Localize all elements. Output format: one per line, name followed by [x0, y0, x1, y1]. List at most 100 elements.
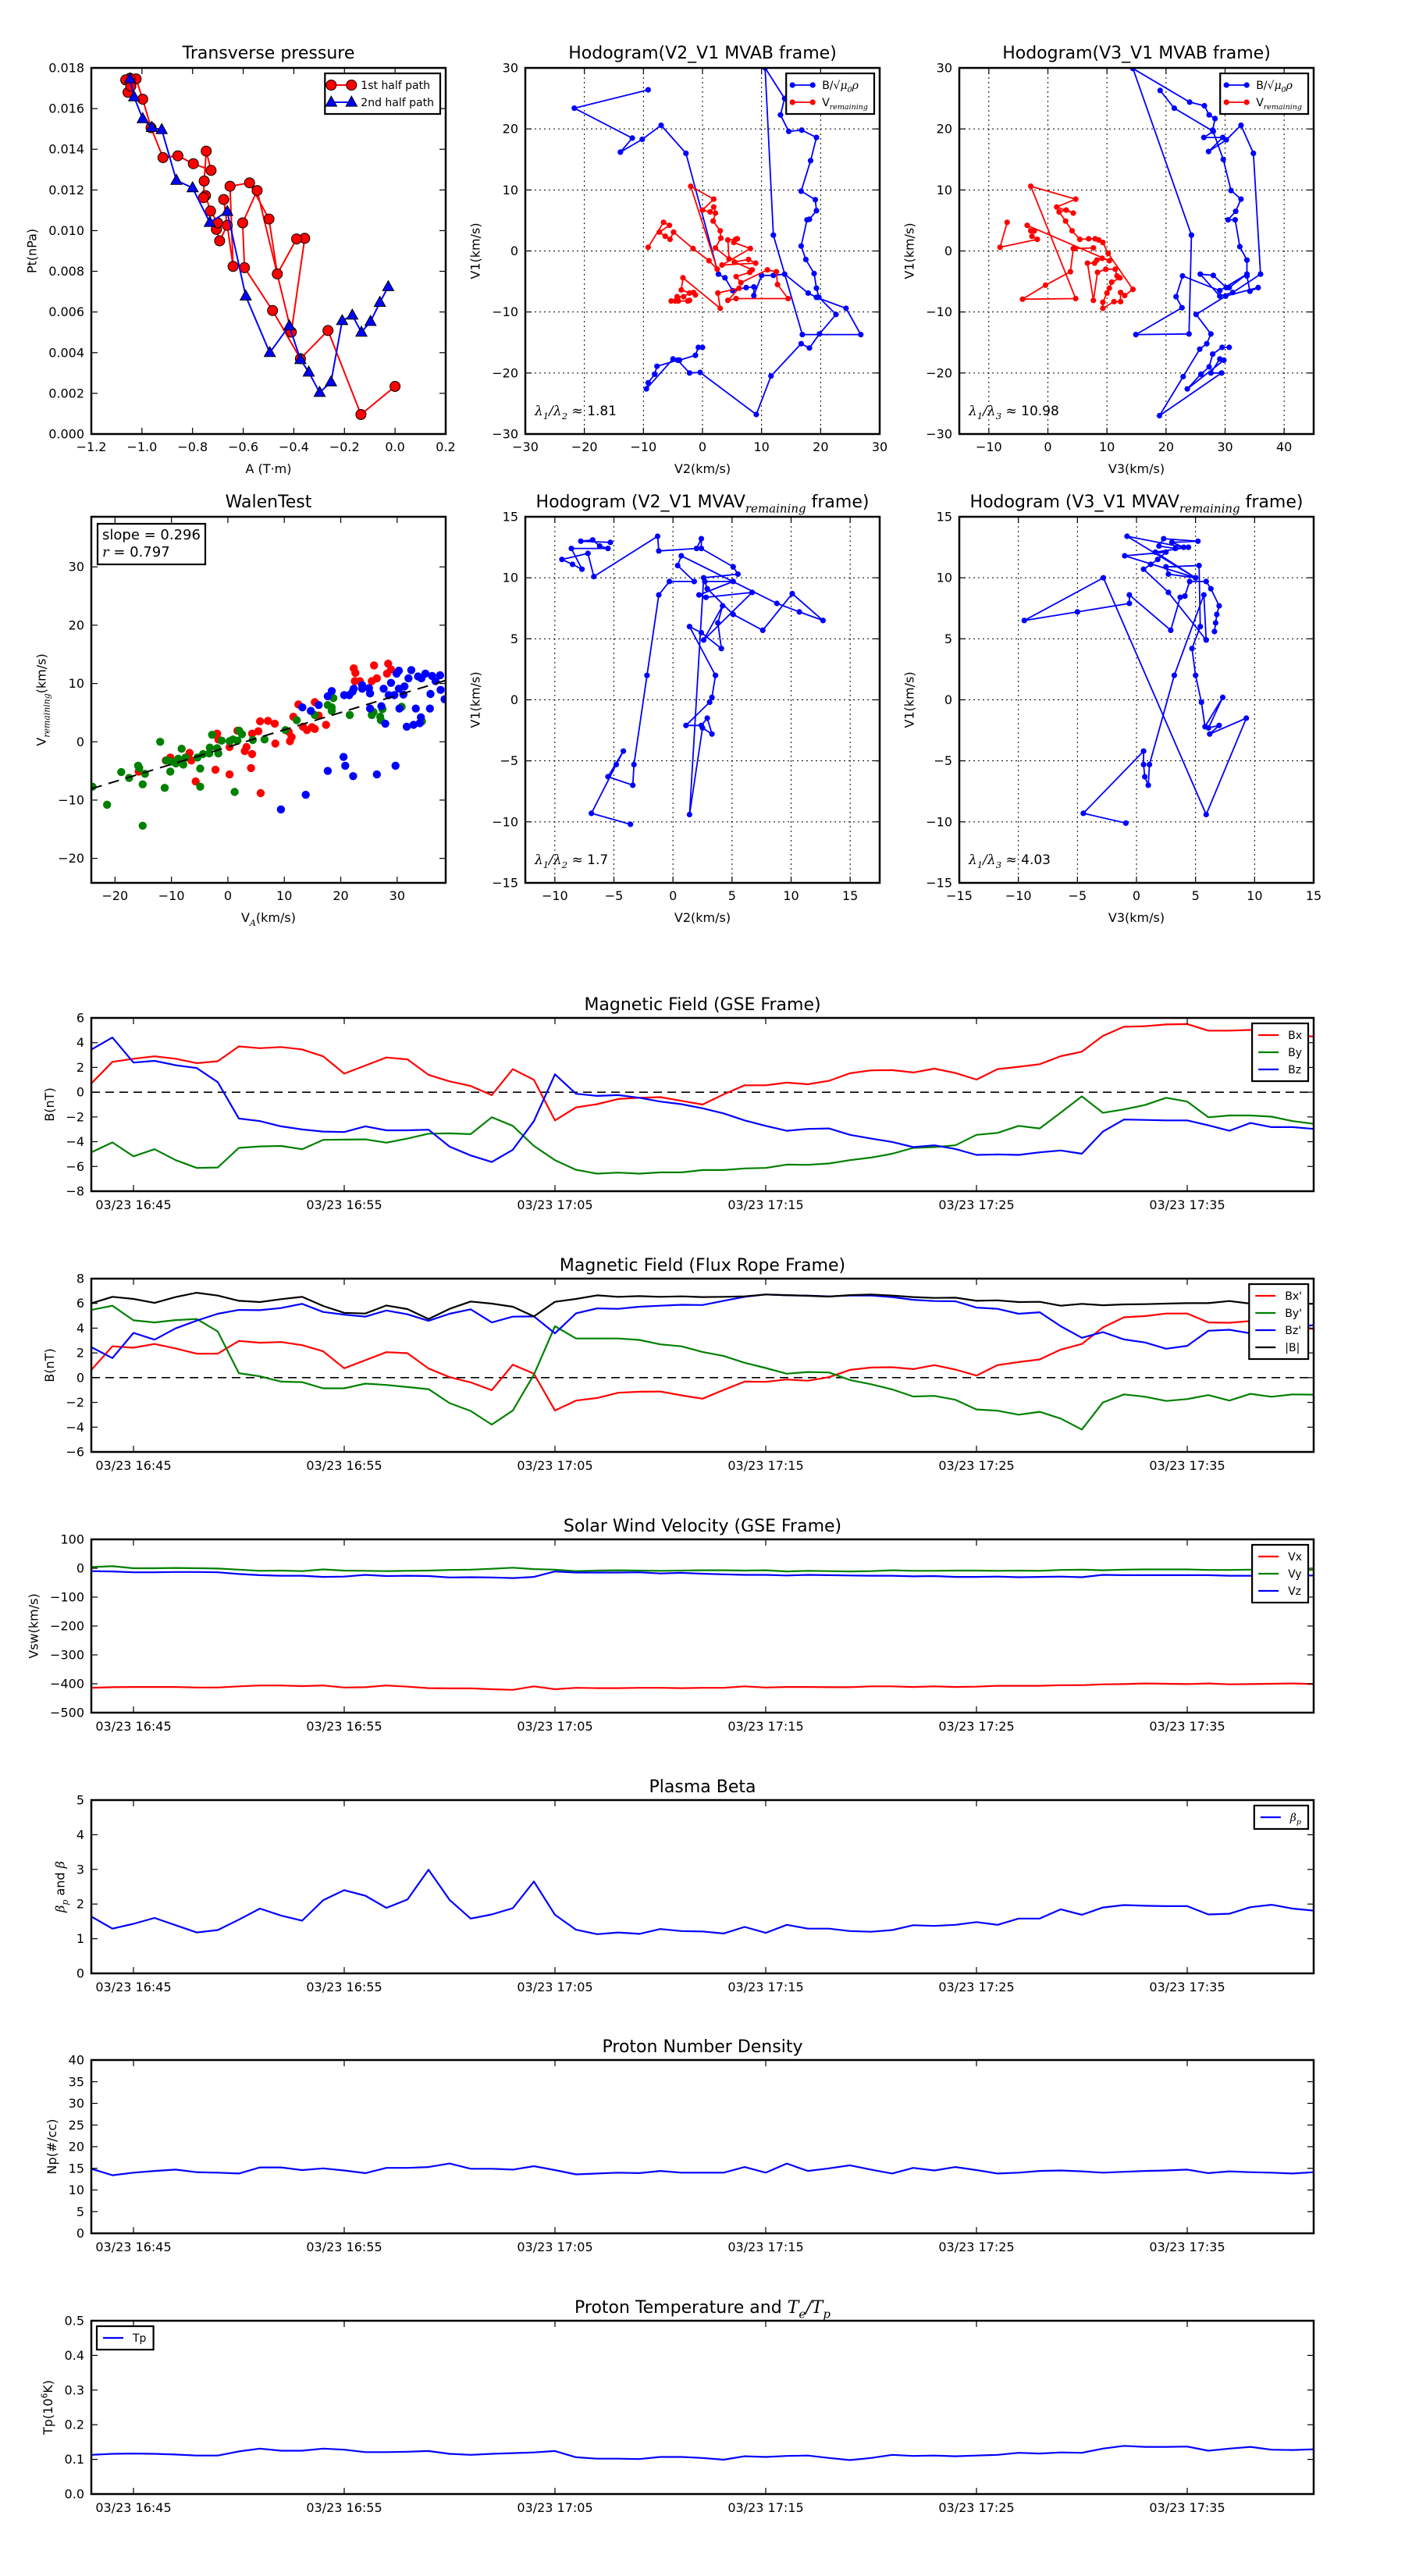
series-line — [91, 1565, 1314, 1573]
data-point-marker — [186, 180, 199, 193]
data-point-marker — [201, 145, 212, 157]
legend: βp — [1253, 1804, 1310, 1831]
plot-area — [91, 2162, 1314, 2176]
data-point-marker — [1090, 297, 1097, 304]
chart-title: Hodogram (V2_V1 MVAVremaining frame) — [536, 493, 870, 516]
data-point-marker — [155, 123, 169, 134]
data-point-marker — [654, 533, 661, 539]
series-line — [91, 1036, 1314, 1163]
math-symbol: λ — [534, 404, 543, 419]
data-point-marker — [662, 233, 668, 240]
data-point-marker — [264, 717, 272, 725]
chart-title: Proton Number Density — [603, 2037, 803, 2057]
data-point-marker — [322, 325, 334, 336]
data-point-marker — [237, 217, 248, 229]
data-point-marker — [230, 788, 239, 796]
data-point-marker — [1210, 272, 1216, 279]
data-point-marker — [322, 720, 330, 729]
x-tick-label: 03/23 16:45 — [95, 2240, 171, 2254]
subscript: 1 — [543, 859, 549, 870]
text-part: B/√ — [822, 80, 840, 92]
data-point-marker — [1072, 196, 1079, 202]
x-tick-label: 03/23 17:15 — [727, 2240, 803, 2254]
chart-title: WalenTest — [226, 493, 312, 512]
x-tick-label: −5 — [605, 888, 624, 903]
data-point-marker — [1232, 217, 1238, 223]
chart-solar-wind-velocity: 03/23 16:45 03/23 16:55 03/23 17:05 03/23 1… — [27, 1517, 1315, 1734]
text-part: frame) — [806, 493, 870, 512]
y-tick-label: 15 — [503, 510, 518, 525]
data-point-marker — [1206, 364, 1212, 370]
data-point-marker — [1156, 543, 1162, 550]
x-tick-label: −5 — [1069, 888, 1087, 903]
data-point-marker — [806, 345, 813, 351]
x-tick-label: −10 — [158, 888, 185, 903]
y-tick-label: −500 — [50, 1706, 84, 1720]
x-tick-label: 03/23 17:05 — [517, 1719, 592, 1734]
data-point-marker — [156, 738, 165, 746]
y-tick-label: 30 — [69, 2096, 84, 2111]
data-point-marker — [395, 704, 404, 713]
y-axis-label: V1(km/s) — [902, 222, 917, 279]
series-line — [91, 1570, 1314, 1579]
data-point-marker — [656, 592, 662, 598]
data-point-marker — [355, 409, 367, 420]
data-point-marker — [1198, 699, 1204, 706]
x-tick-label: 03/23 17:25 — [938, 1719, 1014, 1734]
x-axis: 03/23 16:45 03/23 16:55 03/23 17:05 03/23 1… — [95, 1800, 1225, 1994]
data-point-marker — [298, 703, 307, 712]
data-point-marker — [809, 99, 816, 105]
data-point-marker — [325, 95, 338, 107]
data-point-marker — [345, 710, 354, 720]
plot-area — [91, 1565, 1314, 1691]
y-tick-label: 0.002 — [48, 386, 84, 400]
data-point-marker — [690, 245, 696, 251]
data-point-marker — [1225, 217, 1231, 223]
data-point-marker — [706, 258, 712, 264]
subscript: 0 — [1282, 86, 1286, 94]
data-point-marker — [1161, 535, 1167, 542]
data-point-marker — [1186, 99, 1193, 105]
data-point-marker — [1100, 305, 1106, 311]
legend-label: B/√μ0ρ — [1256, 80, 1293, 94]
chart-title: Plasma Beta — [649, 1777, 756, 1797]
data-point-marker — [717, 305, 724, 311]
data-point-marker — [1165, 589, 1172, 596]
data-point-marker — [1171, 105, 1177, 112]
data-point-marker — [667, 578, 673, 585]
data-point-marker — [1193, 672, 1199, 678]
data-point-marker — [1034, 237, 1040, 243]
data-point-marker — [291, 233, 302, 245]
x-tick-label: −0.8 — [177, 439, 208, 454]
y-axis: 0.0 0.1 0.2 0.3 0.4 0.5 Tp(106K) — [41, 2314, 1314, 2502]
data-point-marker — [1172, 546, 1179, 552]
data-point-marker — [271, 739, 279, 748]
x-tick-label: 03/23 16:45 — [95, 2500, 171, 2515]
x-tick-label: 03/23 17:15 — [727, 1719, 803, 1734]
data-point-marker — [345, 95, 358, 107]
data-point-marker — [256, 717, 265, 726]
y-axis-label: βp and β — [52, 1861, 70, 1913]
data-point-marker — [704, 585, 710, 592]
data-point-marker — [1111, 298, 1117, 304]
legend: Bx By Bz — [1250, 1022, 1310, 1083]
data-point-marker — [764, 267, 770, 273]
data-point-marker — [1165, 571, 1172, 578]
data-point-marker — [733, 295, 739, 302]
data-point-marker — [816, 294, 822, 301]
series-vz — [91, 1570, 1314, 1579]
data-point-marker — [628, 821, 634, 827]
data-point-marker — [1204, 340, 1210, 347]
x-tick-label: 03/23 17:05 — [517, 1197, 592, 1212]
data-point-marker — [709, 694, 715, 701]
text-part: V — [34, 738, 49, 746]
y-tick-label: −400 — [50, 1677, 84, 1692]
data-point-marker — [172, 150, 183, 162]
data-point-marker — [1069, 228, 1076, 234]
y-tick-label: 15 — [69, 2161, 84, 2176]
y-axis-label: V1(km/s) — [468, 671, 483, 728]
text-part: B/√ — [1256, 80, 1274, 92]
chart-hodogram-v3v1-mvav: −15 −10 −5 0 5 10 15 V3(km/s) −15 −10 −5 0 5 10 15 V1(k… — [902, 493, 1321, 925]
data-point-marker — [695, 344, 702, 350]
